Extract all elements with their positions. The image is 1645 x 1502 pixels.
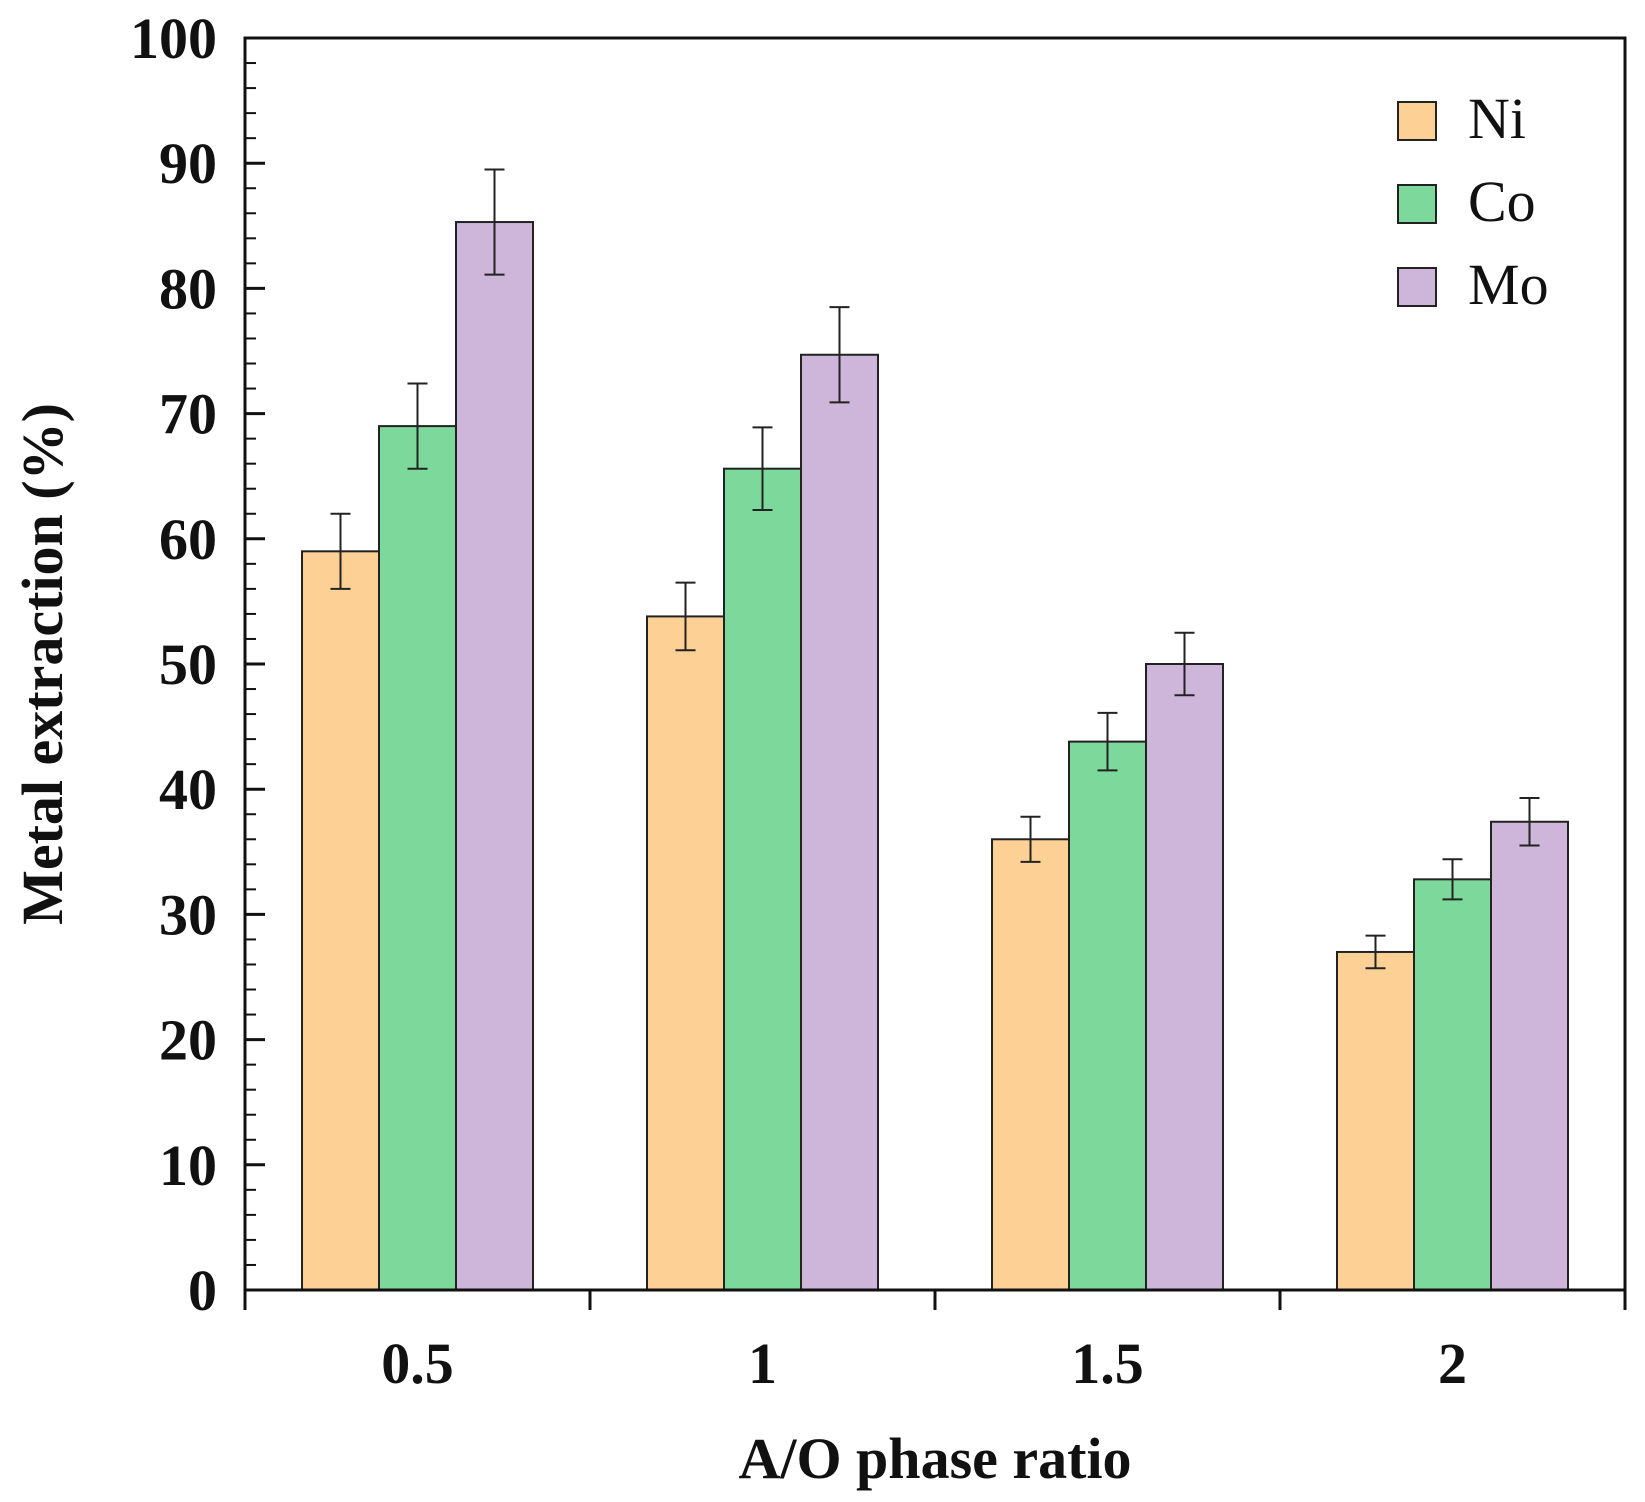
x-tick-label: 1.5	[1071, 1331, 1144, 1396]
bar-co	[1068, 740, 1147, 1291]
y-tick-label: 30	[159, 882, 217, 947]
error-bars	[330, 168, 1540, 970]
legend-swatch	[1397, 184, 1437, 224]
error-bar-co	[1097, 711, 1118, 772]
y-tick-label: 60	[159, 507, 217, 572]
error-bar-mo	[484, 168, 505, 276]
legend-item-co: Co	[1397, 169, 1536, 234]
error-bar-ni	[675, 581, 696, 652]
y-tick-label: 20	[159, 1008, 217, 1073]
bars	[301, 221, 1569, 1292]
bar-mo	[1145, 663, 1224, 1291]
error-bar-ni	[1365, 934, 1386, 970]
x-axis-title: A/O phase ratio	[738, 1426, 1131, 1491]
legend-swatch	[1397, 101, 1437, 141]
bar-ni	[301, 550, 380, 1291]
y-axis-ticks: 0 10 20 30 40 50 60 70 80 90 100	[130, 6, 265, 1323]
x-tick-label: 1	[748, 1331, 777, 1396]
bar-mo	[455, 221, 534, 1292]
bar-mo	[1490, 820, 1569, 1291]
y-tick-label: 0	[188, 1258, 217, 1323]
y-tick-label: 10	[159, 1133, 217, 1198]
bar-ni	[991, 838, 1070, 1292]
error-bar-co	[752, 426, 773, 512]
y-tick-label: 100	[130, 6, 217, 71]
y-tick-label: 70	[159, 382, 217, 447]
error-bar-ni	[330, 512, 351, 590]
y-axis-title: Metal extraction (%)	[10, 403, 75, 925]
y-tick-label: 90	[159, 131, 217, 196]
bar-mo	[800, 353, 879, 1292]
legend-item-mo: Mo	[1397, 252, 1549, 317]
error-bar-ni	[1020, 815, 1041, 863]
x-tick-label: 0.5	[381, 1331, 454, 1396]
error-bar-mo	[829, 306, 850, 404]
legend-item-ni: Ni	[1397, 86, 1526, 151]
error-bar-co	[1442, 858, 1463, 901]
bar-co	[378, 425, 457, 1291]
error-bar-co	[407, 382, 428, 470]
legend: Ni Co Mo	[1397, 86, 1549, 317]
bar-co	[723, 467, 802, 1291]
x-axis-ticks: 0.5 1 1.5 2	[243, 1290, 1627, 1396]
error-bar-mo	[1174, 631, 1195, 697]
error-bar-mo	[1519, 796, 1540, 847]
y-tick-label: 40	[159, 757, 217, 822]
legend-swatch	[1397, 267, 1437, 307]
legend-label: Mo	[1468, 252, 1549, 317]
legend-label: Co	[1468, 169, 1536, 234]
bar-co	[1413, 878, 1492, 1291]
y-tick-label: 50	[159, 632, 217, 697]
bar-ni	[646, 615, 725, 1291]
x-tick-label: 2	[1438, 1331, 1467, 1396]
bar-ni	[1336, 950, 1415, 1292]
y-tick-label: 80	[159, 256, 217, 321]
legend-label: Ni	[1468, 86, 1526, 151]
